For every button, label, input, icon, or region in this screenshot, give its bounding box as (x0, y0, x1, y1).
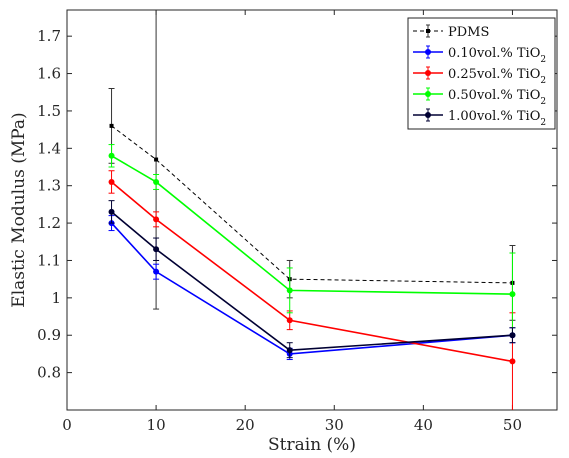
y-tick-label: 0.8 (37, 364, 61, 382)
legend-label-subscript: 2 (540, 118, 546, 128)
x-axis-title: Strain (%) (268, 435, 356, 455)
legend-label: 0.25vol.% TiO2 (448, 67, 546, 86)
data-point (153, 268, 160, 275)
data-point (286, 347, 293, 354)
y-tick-label: 1.4 (37, 139, 61, 157)
y-axis-title: Elastic Modulus (MPa) (9, 112, 29, 307)
y-tick-label: 1.7 (37, 27, 61, 45)
x-tick-label: 50 (503, 416, 522, 434)
legend-marker (426, 29, 430, 33)
x-tick-label: 30 (325, 416, 344, 434)
y-tick-label: 0.9 (37, 326, 61, 344)
x-tick-label: 20 (236, 416, 255, 434)
legend-marker (425, 91, 431, 97)
y-tick-label: 1.6 (37, 65, 61, 83)
axes: 0 10 20 30 40 50 0.8 0.9 1 1.1 1.2 1.3 1.4 1.5 1.6 1.7 (37, 9, 558, 434)
data-point (153, 246, 160, 253)
series-layer (108, 10, 516, 410)
legend-item: 0.10vol.% TiO2 (413, 45, 546, 65)
axes-box (66, 9, 558, 411)
data-point (108, 178, 115, 185)
data-point (509, 358, 516, 365)
legend-label-subscript: 2 (540, 55, 546, 65)
y-tick-label: 1.5 (37, 102, 61, 120)
y-tick-label: 1 (51, 289, 61, 307)
data-point (108, 208, 115, 215)
y-tick-label: 1.1 (37, 251, 61, 269)
legend-item: PDMS (413, 24, 489, 40)
data-point (153, 178, 160, 185)
series-line (111, 155, 513, 295)
legend: PDMS 0.10vol.% TiO2 0.25vol.% TiO2 0.50vol.… (407, 17, 556, 130)
legend-marker (425, 112, 431, 118)
data-point (509, 332, 516, 339)
data-point (109, 123, 114, 128)
series-4 (108, 200, 516, 359)
data-point (153, 216, 160, 223)
series-line (111, 181, 513, 363)
data-point (286, 287, 293, 294)
data-point (286, 317, 293, 324)
series-line (111, 125, 513, 284)
legend-marker (425, 70, 431, 76)
y-tick-label: 1.3 (37, 177, 61, 195)
x-tick-label: 0 (62, 416, 72, 434)
legend-label-subscript: 2 (540, 76, 546, 86)
x-tick-label: 40 (414, 416, 433, 434)
data-point (154, 157, 159, 162)
legend-item: 0.50vol.% TiO2 (413, 87, 546, 107)
x-tick-label: 10 (147, 416, 166, 434)
legend-label: 1.00vol.% TiO2 (448, 109, 546, 128)
data-point (509, 291, 516, 298)
series-line (111, 211, 513, 352)
legend-marker (425, 49, 431, 55)
legend-label-subscript: 2 (540, 97, 546, 107)
legend-label: PDMS (448, 25, 489, 40)
legend-item: 1.00vol.% TiO2 (413, 108, 546, 128)
legend-label: 0.10vol.% TiO2 (448, 46, 546, 65)
data-point (108, 152, 115, 159)
legend-label: 0.50vol.% TiO2 (448, 88, 546, 107)
series-line (110, 222, 513, 355)
y-tick-label: 1.2 (37, 214, 61, 232)
legend-item: 0.25vol.% TiO2 (413, 66, 546, 86)
